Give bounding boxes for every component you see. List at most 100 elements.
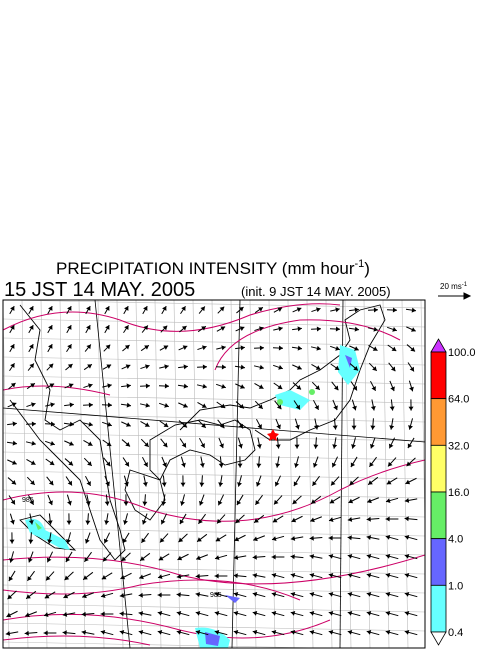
- wind-arrowhead: [313, 462, 318, 468]
- wind-arrowhead: [83, 575, 88, 580]
- wind-arrowhead: [48, 480, 54, 486]
- wind-arrowhead: [404, 497, 410, 503]
- wind-arrowhead: [370, 425, 376, 430]
- wind-arrowhead: [10, 519, 15, 525]
- wind-arrowhead: [27, 576, 32, 581]
- location-marker: [267, 429, 279, 441]
- colorbar-segment: [430, 351, 447, 400]
- wind-arrowhead: [85, 501, 91, 506]
- wind-arrowhead: [385, 553, 391, 559]
- wind-arrowhead: [68, 383, 74, 388]
- wind-arrowhead: [176, 610, 182, 616]
- wind-arrowhead: [145, 402, 150, 408]
- colorbar-label: 100.0: [448, 347, 476, 359]
- wind-arrowhead: [366, 516, 371, 522]
- wind-arrowhead: [219, 443, 224, 449]
- wind-arrowhead: [120, 574, 126, 580]
- wind-arrowhead: [82, 593, 87, 599]
- wind-arrowhead: [122, 538, 128, 544]
- wind-arrowhead: [142, 501, 148, 506]
- wind-arrowhead: [278, 326, 283, 332]
- wind-arrowhead: [404, 591, 410, 597]
- wind-arrowhead: [297, 365, 302, 370]
- lat-lon-lines: [3, 300, 425, 648]
- wind-arrowhead: [238, 306, 244, 312]
- wind-arrowhead: [183, 364, 188, 370]
- wind-arrowhead: [290, 591, 296, 597]
- colorbar-segment: [430, 491, 447, 540]
- wind-arrowhead: [290, 535, 296, 541]
- wind-arrowhead: [352, 405, 357, 411]
- wind-vectors: [5, 305, 418, 636]
- wind-arrowhead: [238, 423, 243, 429]
- wind-arrowhead: [315, 307, 321, 313]
- wind-arrowhead: [125, 364, 131, 369]
- grid-line: [3, 584, 425, 594]
- wind-arrowhead: [256, 481, 261, 487]
- wind-arrowhead: [105, 481, 110, 487]
- wind-arrowhead: [107, 422, 112, 427]
- wind-arrowhead: [215, 536, 221, 542]
- wind-arrowhead: [86, 344, 91, 350]
- map-frame: [2, 299, 426, 649]
- wind-arrowhead: [46, 557, 52, 563]
- wind-arrowhead: [406, 461, 412, 467]
- wind-arrowhead: [66, 520, 72, 525]
- wind-arrowhead: [235, 518, 241, 524]
- wind-arrowhead: [67, 344, 72, 349]
- wind-arrowhead: [162, 462, 167, 468]
- wind-arrowhead: [404, 629, 410, 635]
- wind-arrowhead: [366, 572, 372, 578]
- wind-arrowhead: [274, 481, 280, 487]
- wind-arrowhead: [328, 572, 334, 578]
- wind-arrowhead: [296, 384, 302, 390]
- wind-arrowhead: [157, 629, 163, 635]
- wind-arrowhead: [271, 591, 277, 597]
- wind-arrowhead: [220, 403, 226, 409]
- wind-arrowhead: [10, 325, 15, 330]
- wind-arrowhead: [181, 442, 186, 448]
- wind-arrowhead: [12, 460, 17, 465]
- wind-arrowhead: [100, 593, 106, 599]
- wind-arrowhead: [385, 610, 391, 616]
- grid-line: [3, 413, 425, 423]
- wind-arrowhead: [328, 629, 334, 635]
- wind-arrowhead: [12, 440, 17, 446]
- wind-arrowhead: [48, 363, 54, 369]
- grid-line: [97, 300, 105, 648]
- wind-arrowhead: [237, 482, 242, 487]
- wind-arrowhead: [9, 558, 14, 563]
- wind-arrowhead: [214, 555, 220, 561]
- wind-arrowhead: [66, 539, 71, 544]
- wind-arrowhead: [233, 610, 239, 616]
- wind-arrowhead: [105, 325, 110, 330]
- wind-arrowhead: [271, 554, 276, 560]
- wind-arrowhead: [30, 383, 35, 388]
- wind-arrowhead: [239, 403, 245, 409]
- wind-arrowhead: [50, 402, 55, 408]
- wind-arrowhead: [30, 460, 36, 465]
- wind-arrowhead: [290, 629, 296, 635]
- wind-arrowhead: [157, 574, 163, 580]
- grid-line: [401, 300, 409, 648]
- wind-arrowhead: [50, 441, 55, 446]
- wind-arrowhead: [50, 421, 55, 427]
- colorbar-segment: [430, 538, 447, 586]
- wind-arrowhead: [409, 366, 414, 372]
- wind-arrowhead: [354, 326, 359, 332]
- title: PRECIPITATION INTENSITY (mm hour-1): [56, 258, 370, 278]
- wind-arrowhead: [214, 629, 220, 635]
- wind-arrowhead: [347, 591, 353, 597]
- wind-arrowhead: [252, 591, 258, 597]
- wind-arrowhead: [100, 629, 106, 635]
- wind-arrowhead: [10, 363, 15, 368]
- wind-arrowhead: [87, 383, 93, 389]
- wind-arrowhead: [349, 480, 355, 486]
- wind-arrowhead: [28, 557, 33, 563]
- wind-arrowhead: [88, 402, 93, 408]
- wind-arrowhead: [199, 482, 205, 487]
- wind-arrowhead: [9, 539, 15, 544]
- wind-arrowhead: [386, 479, 392, 485]
- wind-arrowhead: [105, 306, 110, 311]
- wind-arrowhead: [221, 345, 226, 351]
